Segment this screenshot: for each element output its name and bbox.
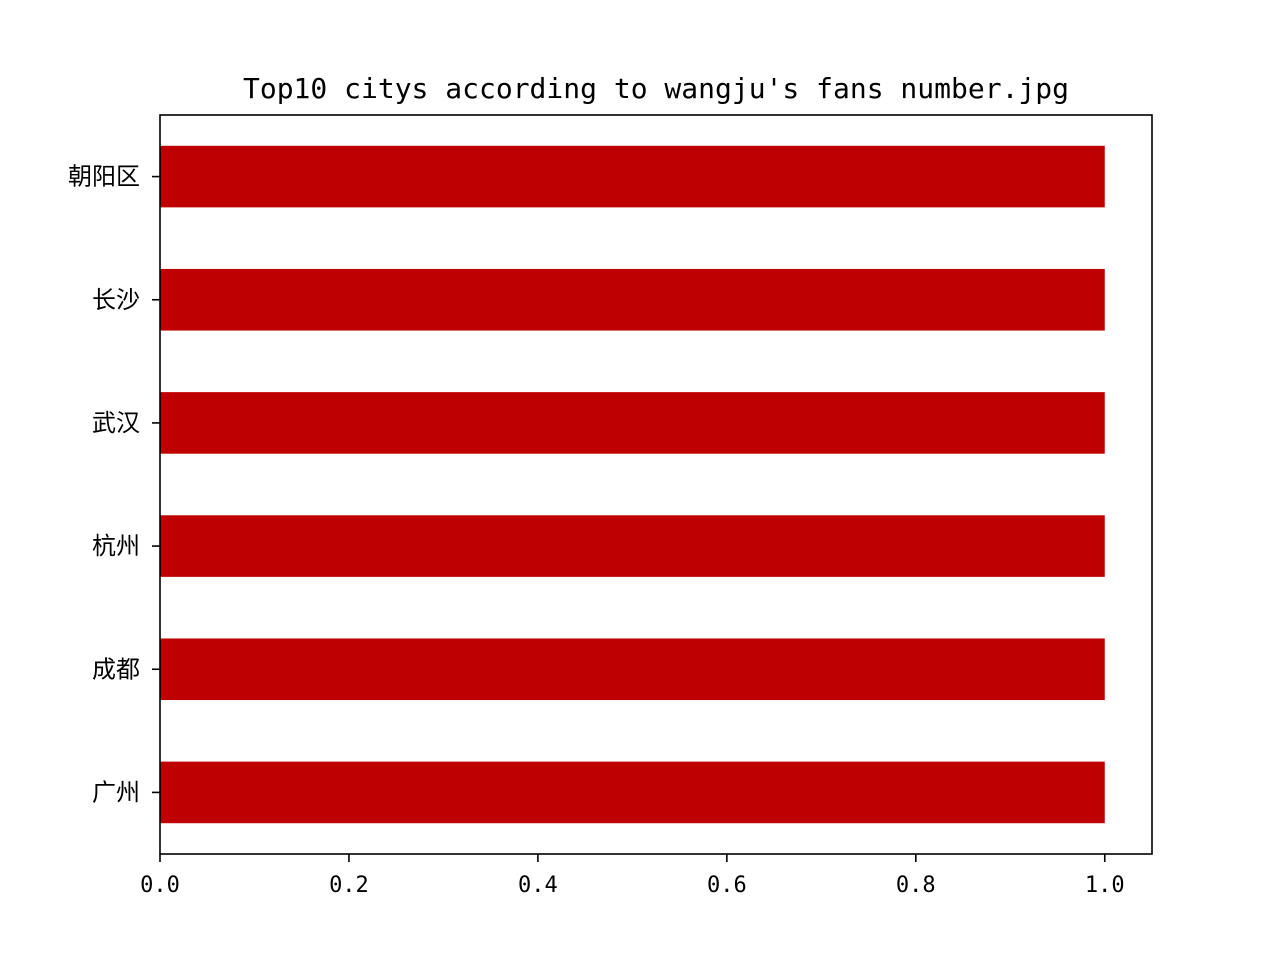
- y-tick-label-1: 长沙: [92, 286, 140, 314]
- y-tick-label-2: 武汉: [92, 409, 140, 437]
- bar-2: [160, 392, 1105, 454]
- bar-0: [160, 145, 1105, 208]
- x-tick-label-4: 0.8: [896, 873, 936, 898]
- y-tick-label-4: 成都: [92, 655, 140, 683]
- bar-5: [160, 761, 1105, 824]
- bar-1: [160, 268, 1105, 331]
- x-tick-label-1: 0.2: [329, 873, 369, 898]
- plot-frame: [159, 114, 1153, 855]
- y-tick-label-0: 朝阳区: [68, 163, 140, 191]
- bar-3: [160, 515, 1105, 577]
- bars-group: [160, 145, 1105, 824]
- x-tick-label-2: 0.4: [518, 873, 558, 898]
- x-axis: 0.0 0.2 0.4 0.6 0.8 1.0: [140, 854, 1125, 898]
- x-tick-label-5: 1.0: [1085, 873, 1125, 898]
- chart-title: Top10 citys according to wangju's fans n…: [243, 72, 1069, 105]
- bar-4: [160, 638, 1105, 701]
- x-tick-label-3: 0.6: [707, 873, 747, 898]
- x-tick-label-0: 0.0: [140, 873, 180, 898]
- y-tick-label-5: 广州: [92, 778, 140, 806]
- y-tick-label-3: 杭州: [92, 532, 140, 560]
